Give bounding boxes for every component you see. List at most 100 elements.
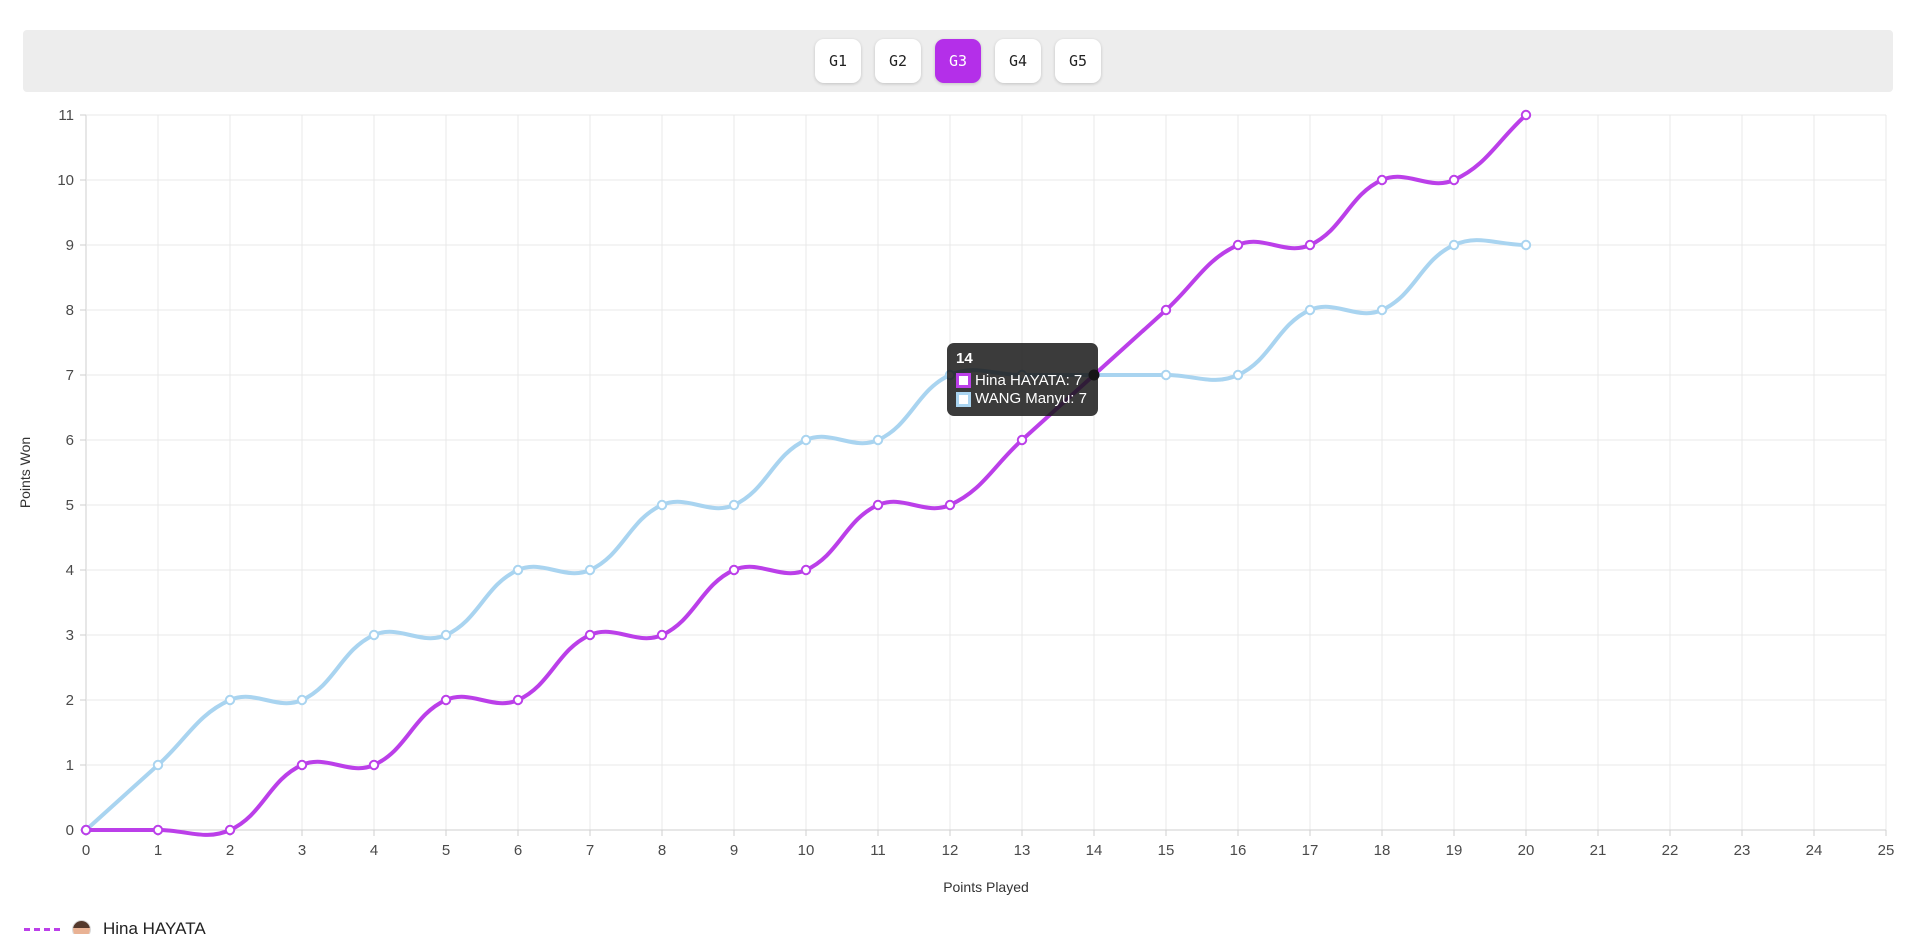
x-tick-label: 16: [1230, 842, 1247, 859]
y-tick-label: 11: [58, 107, 74, 124]
data-point: [224, 824, 236, 836]
data-point: [944, 499, 956, 511]
x-tick-label: 10: [798, 842, 815, 859]
data-point: [1304, 304, 1316, 316]
tooltip-row: Hina HAYATA: 7: [956, 372, 1087, 390]
chart-tooltip: 14 Hina HAYATA: 7 WANG Manyu: 7: [947, 343, 1098, 417]
y-axis-title: Points Won: [17, 437, 33, 508]
y-tick-label: 10: [57, 172, 74, 189]
x-tick-label: 18: [1374, 842, 1391, 859]
x-tick-label: 19: [1446, 842, 1463, 859]
data-point: [512, 564, 524, 576]
game-tab-bar: G1 G2 G3 G4 G5: [23, 30, 1893, 92]
x-tick-label: 2: [226, 842, 234, 859]
y-tick-label: 4: [66, 562, 74, 579]
x-tick-label: 20: [1518, 842, 1535, 859]
x-tick-label: 11: [870, 842, 886, 859]
data-point: [728, 564, 740, 576]
data-point: [584, 629, 596, 641]
y-tick-label: 7: [66, 367, 74, 384]
y-tick-label: 1: [66, 757, 74, 774]
data-point: [224, 694, 236, 706]
x-tick-label: 8: [658, 842, 666, 859]
data-point: [656, 499, 668, 511]
chart-legend: Hina HAYATA: [24, 919, 206, 934]
tooltip-title: 14: [956, 350, 973, 367]
tooltip-row: WANG Manyu: 7: [956, 390, 1087, 408]
data-point: [656, 629, 668, 641]
data-point: [296, 759, 308, 771]
x-tick-label: 3: [298, 842, 306, 859]
tab-g5[interactable]: G5: [1055, 39, 1101, 83]
tooltip-rows: Hina HAYATA: 7 WANG Manyu: 7: [956, 372, 1087, 408]
x-tick-label: 0: [82, 842, 90, 859]
x-tick-label: 7: [586, 842, 594, 859]
y-tick-label: 0: [66, 822, 74, 839]
data-point: [368, 759, 380, 771]
data-point: [800, 564, 812, 576]
legend-line-sample: [24, 927, 60, 931]
data-point: [1160, 304, 1172, 316]
data-point: [1448, 239, 1460, 251]
data-point: [1376, 304, 1388, 316]
tab-g1[interactable]: G1: [815, 39, 861, 83]
y-tick-label: 5: [66, 497, 74, 514]
y-tick-label: 3: [66, 627, 74, 644]
tab-g3[interactable]: G3: [935, 39, 981, 83]
data-point: [1376, 174, 1388, 186]
data-point: [80, 824, 92, 836]
data-point: [800, 434, 812, 446]
data-point: [152, 759, 164, 771]
y-tick-label: 8: [66, 302, 74, 319]
y-tick-label: 6: [66, 432, 74, 449]
data-point: [1232, 369, 1244, 381]
x-axis-title: Points Played: [943, 879, 1029, 895]
tooltip-series-swatch: [956, 373, 971, 389]
y-tick-label: 9: [66, 237, 74, 254]
data-point: [1448, 174, 1460, 186]
tab-g4[interactable]: G4: [995, 39, 1041, 83]
x-tick-label: 15: [1158, 842, 1175, 859]
x-tick-label: 25: [1878, 842, 1895, 859]
y-tick-label: 2: [66, 692, 74, 709]
tooltip-series-value: WANG Manyu: 7: [975, 390, 1087, 408]
data-point: [728, 499, 740, 511]
x-tick-label: 22: [1662, 842, 1679, 859]
x-tick-label: 13: [1014, 842, 1031, 859]
data-point: [872, 434, 884, 446]
tooltip-series-value: Hina HAYATA: 7: [975, 371, 1083, 389]
data-point: [1304, 239, 1316, 251]
x-tick-label: 21: [1590, 842, 1607, 859]
x-tick-label: 5: [442, 842, 450, 859]
data-point: [1520, 109, 1532, 121]
data-point: [152, 824, 164, 836]
x-tick-label: 23: [1734, 842, 1751, 859]
data-point: [440, 694, 452, 706]
player-avatar: [73, 920, 90, 934]
tab-g2[interactable]: G2: [875, 39, 921, 83]
legend-item[interactable]: Hina HAYATA: [24, 919, 206, 934]
tooltip-series-swatch: [956, 391, 971, 407]
data-point: [1160, 369, 1172, 381]
x-tick-label: 17: [1302, 842, 1319, 859]
x-tick-label: 1: [154, 842, 162, 859]
data-point: [368, 629, 380, 641]
data-point: [1520, 239, 1532, 251]
data-point: [1232, 239, 1244, 251]
x-tick-label: 14: [1086, 842, 1103, 859]
data-point: [296, 694, 308, 706]
data-point: [584, 564, 596, 576]
x-tick-label: 24: [1806, 842, 1823, 859]
x-tick-label: 12: [942, 842, 959, 859]
data-point: [512, 694, 524, 706]
legend-label: Hina HAYATA: [103, 919, 206, 934]
data-point: [1016, 434, 1028, 446]
x-tick-label: 6: [514, 842, 522, 859]
series-line-wang-manyu: [84, 238, 1528, 832]
x-tick-label: 9: [730, 842, 738, 859]
data-point: [440, 629, 452, 641]
x-tick-label: 4: [370, 842, 378, 859]
data-point: [872, 499, 884, 511]
